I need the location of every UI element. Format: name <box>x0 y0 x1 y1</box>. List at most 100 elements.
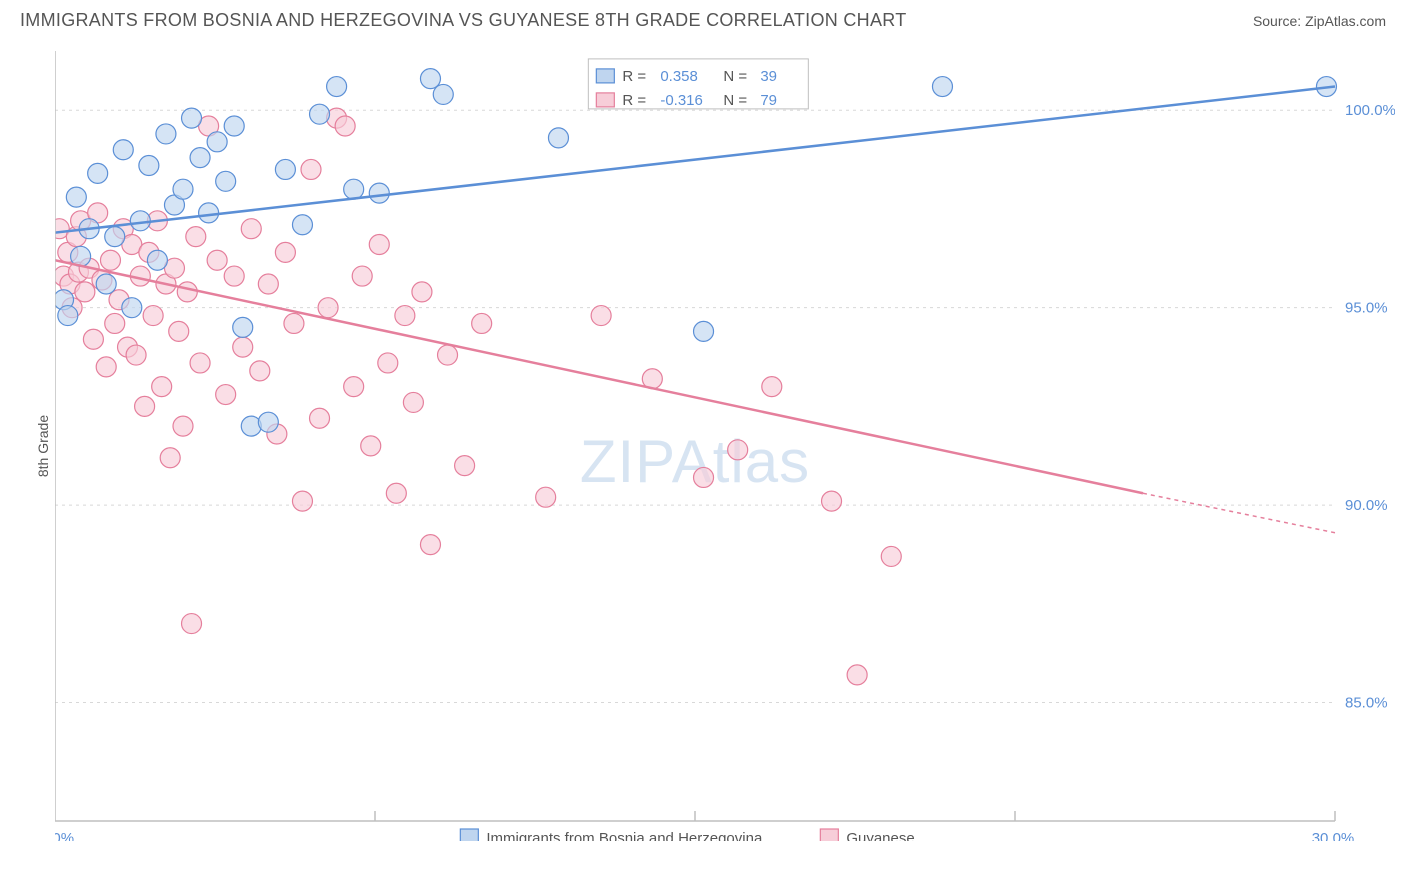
legend-swatch <box>596 93 614 107</box>
pink-point <box>216 385 236 405</box>
blue-point <box>233 317 253 337</box>
blue-point <box>694 321 714 341</box>
pink-point <box>310 408 330 428</box>
bottom-legend-swatch <box>460 829 478 841</box>
blue-point <box>182 108 202 128</box>
y-tick-label: 100.0% <box>1345 102 1395 119</box>
pink-point <box>378 353 398 373</box>
legend-r-value: -0.316 <box>660 92 703 109</box>
pink-point <box>455 456 475 476</box>
pink-point <box>344 377 364 397</box>
pink-point <box>361 436 381 456</box>
pink-point <box>126 345 146 365</box>
legend-r-value: 0.358 <box>660 68 698 85</box>
pink-point <box>847 665 867 685</box>
legend-r-label: R = <box>622 68 646 85</box>
blue-point <box>173 179 193 199</box>
pink-point <box>190 353 210 373</box>
blue-point <box>207 132 227 152</box>
blue-point <box>122 298 142 318</box>
pink-point <box>258 274 278 294</box>
blue-point <box>292 215 312 235</box>
blue-point <box>224 116 244 136</box>
pink-point <box>143 306 163 326</box>
blue-point <box>344 179 364 199</box>
y-tick-label: 85.0% <box>1345 695 1388 712</box>
y-axis-label: 8th Grade <box>35 415 51 477</box>
pink-point <box>83 329 103 349</box>
blue-point <box>369 183 389 203</box>
blue-point <box>310 104 330 124</box>
pink-point <box>177 282 197 302</box>
pink-point <box>105 313 125 333</box>
blue-point <box>66 187 86 207</box>
legend-n-label: N = <box>723 68 747 85</box>
blue-point <box>130 211 150 231</box>
blue-point <box>433 84 453 104</box>
blue-point <box>156 124 176 144</box>
pink-point <box>292 491 312 511</box>
blue-point <box>190 148 210 168</box>
pink-point <box>250 361 270 381</box>
pink-point <box>173 416 193 436</box>
pink-point <box>160 448 180 468</box>
bottom-legend-swatch <box>820 829 838 841</box>
pink-point <box>207 250 227 270</box>
pink-point <box>728 440 748 460</box>
pink-point <box>301 159 321 179</box>
pink-point <box>186 227 206 247</box>
blue-point <box>88 163 108 183</box>
pink-point <box>284 313 304 333</box>
legend-n-value: 39 <box>760 68 777 85</box>
pink-point <box>881 546 901 566</box>
x-tick-label: 30.0% <box>1312 830 1355 841</box>
legend-swatch <box>596 69 614 83</box>
pink-point <box>96 357 116 377</box>
legend-r-label: R = <box>622 92 646 109</box>
pink-point <box>438 345 458 365</box>
pink-point <box>822 491 842 511</box>
legend-n-value: 79 <box>760 92 777 109</box>
blue-point <box>105 227 125 247</box>
pink-point <box>182 614 202 634</box>
blue-point <box>199 203 219 223</box>
blue-point <box>216 171 236 191</box>
chart-title: IMMIGRANTS FROM BOSNIA AND HERZEGOVINA V… <box>20 10 907 31</box>
blue-point <box>96 274 116 294</box>
watermark: ZIPAtlas <box>580 428 810 495</box>
blue-point <box>139 156 159 176</box>
pink-point <box>241 219 261 239</box>
blue-point <box>275 159 295 179</box>
pink-point <box>386 483 406 503</box>
pink-point <box>420 535 440 555</box>
pink-point <box>352 266 372 286</box>
source-label: Source: ZipAtlas.com <box>1253 13 1386 29</box>
y-tick-label: 95.0% <box>1345 300 1388 317</box>
pink-point <box>335 116 355 136</box>
correlation-chart: 85.0% 90.0% 95.0% 100.0% ZIPAtlas 0.0% 30.0% R … <box>55 41 1395 841</box>
y-tick-label: 90.0% <box>1345 497 1388 514</box>
pink-point <box>369 234 389 254</box>
pink-point <box>694 467 714 487</box>
pink-point <box>591 306 611 326</box>
blue-point <box>113 140 133 160</box>
blue-point <box>258 412 278 432</box>
pink-point <box>275 242 295 262</box>
x-tick-label: 0.0% <box>55 830 74 841</box>
pink-point <box>169 321 189 341</box>
bottom-legend-label: Guyanese <box>846 830 914 841</box>
pink-point <box>152 377 172 397</box>
pink-point <box>403 392 423 412</box>
pink-point <box>395 306 415 326</box>
pink-point <box>762 377 782 397</box>
pink-point <box>75 282 95 302</box>
pink-point <box>224 266 244 286</box>
blue-point <box>147 250 167 270</box>
blue-point <box>932 77 952 97</box>
pink-point <box>233 337 253 357</box>
blue-point <box>327 77 347 97</box>
pink-point <box>472 313 492 333</box>
blue-point <box>548 128 568 148</box>
bottom-legend-label: Immigrants from Bosnia and Herzegovina <box>486 830 763 841</box>
pink-point <box>135 396 155 416</box>
